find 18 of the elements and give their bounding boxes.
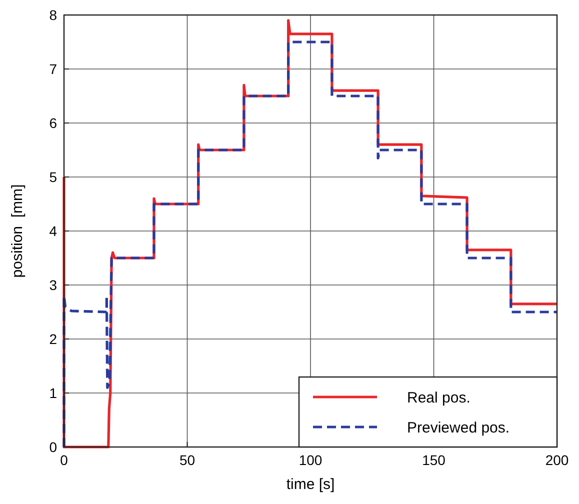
y-tick-label: 8 (49, 6, 58, 23)
y-tick-label: 1 (49, 384, 58, 401)
x-tick-label: 100 (298, 452, 322, 468)
y-tick-label: 6 (49, 114, 58, 131)
x-tick-label: 0 (60, 452, 68, 468)
legend-label: Real pos. (407, 389, 470, 406)
x-tick-label: 200 (545, 452, 569, 468)
y-tick-label: 4 (49, 222, 58, 239)
x-tick-label: 150 (422, 452, 446, 468)
y-tick-label: 5 (49, 168, 58, 185)
y-axis-title: position [mm] (9, 184, 26, 278)
legend-label: Previewed pos. (407, 419, 510, 436)
y-tick-label: 3 (49, 276, 58, 293)
y-tick-label: 7 (49, 60, 58, 77)
y-tick-label: 2 (49, 330, 58, 347)
x-tick-label: 50 (179, 452, 196, 468)
x-axis-title: time [s] (286, 476, 335, 493)
y-tick-label: 0 (49, 438, 58, 455)
